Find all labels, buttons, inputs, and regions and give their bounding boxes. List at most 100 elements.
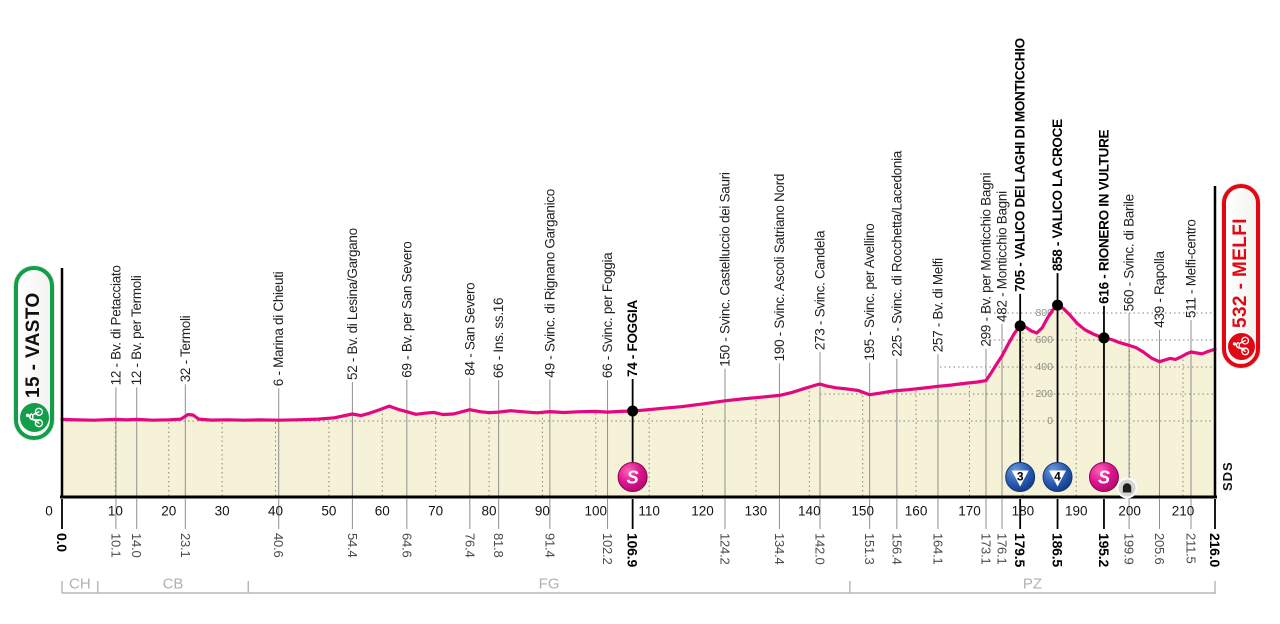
km-tick-label: 120 — [691, 504, 714, 519]
km-marker-label: 10.1 — [108, 533, 123, 558]
waypoint-label: 150 - Svinc. Castelluccio dei Sauri — [717, 172, 732, 367]
km-marker-label: 0.0 — [54, 533, 70, 552]
km-marker-label: 102.2 — [600, 533, 615, 565]
finish-badge-label: 532 - MELFI — [1230, 218, 1251, 328]
waypoint-dot — [1052, 299, 1064, 311]
km-marker-label: 64.6 — [399, 533, 414, 558]
waypoint-label: 6 - Marina di Chieuti — [271, 271, 286, 386]
waypoint-label: 616 - RIONERO IN VULTURE — [1096, 129, 1111, 303]
category-number: 3 — [1017, 470, 1024, 484]
km-tick-label: 190 — [1065, 504, 1088, 519]
km-tick-label: 30 — [215, 504, 230, 519]
waypoint-label: 190 - Svinc. Ascoli Satriano Nord — [772, 174, 787, 361]
km-tick-label: 140 — [798, 504, 821, 519]
profile-line — [60, 303, 1217, 422]
elevation-tick-label: 200 — [1035, 388, 1053, 400]
waypoint-label: 74 - FOGGIA — [625, 299, 640, 377]
category-3-climb-icon: 3 — [1005, 462, 1036, 492]
waypoint-label: 560 - Svinc. di Barile — [1122, 194, 1137, 311]
waypoint-dot — [1098, 332, 1110, 344]
km-tick-label: 90 — [535, 504, 550, 519]
km-marker-label: 195.2 — [1096, 533, 1112, 567]
km-tick-label: 180 — [1012, 504, 1035, 519]
km-marker-label: 164.1 — [930, 533, 945, 565]
waypoint-label: 858 - VALICO LA CROCE — [1050, 119, 1065, 271]
waypoint-label: 257 - Bv. di Melfi — [930, 258, 945, 352]
sprint-icon: S — [1088, 462, 1119, 492]
waypoint-label: 12 - Bv. per Termoli — [129, 275, 144, 385]
province-bracket: CH CB FG PZ — [61, 576, 1216, 594]
province-label: PZ — [1023, 576, 1042, 593]
waypoint-label: 705 - VALICO DEI LAGHI DI MONTICCHIO — [1013, 38, 1028, 292]
waypoint-dot — [627, 405, 639, 417]
km-marker-label: 216.0 — [1207, 533, 1223, 567]
km-tick-label: 210 — [1172, 504, 1195, 519]
category-number: 4 — [1054, 470, 1061, 484]
km-marker-label: 54.4 — [345, 533, 360, 558]
waypoint-label: 84 - San Severo — [462, 283, 477, 376]
elevation-area — [62, 305, 1215, 497]
waypoint-label: 66 - Ins. ss.16 — [491, 298, 506, 378]
km-tick-label: 150 — [851, 504, 874, 519]
km-marker-label: 76.4 — [462, 533, 477, 558]
km-tick-label: 0 — [45, 504, 53, 519]
km-tick-labels: 0 10 20 30 40 50 60 70 80 90 100 110 120 130 140 150 160… — [45, 504, 1194, 519]
sprint-icon: S — [617, 462, 648, 492]
waypoint-label: 52 - Bv. di Lesina/Gargano — [345, 228, 360, 380]
km-marker-labels: 0.0 10.1 14.0 23.1 40.6 54.4 64.6 76.4 81.8 91.4 1… — [54, 533, 1223, 567]
start-badge: 15 - VASTO — [14, 266, 54, 440]
km-tick-label: 170 — [958, 504, 981, 519]
km-tick-label: 70 — [428, 504, 443, 519]
km-tick-label: 130 — [745, 504, 768, 519]
sds-watermark: SDS — [1220, 461, 1235, 491]
km-marker-label: 81.8 — [491, 533, 506, 558]
km-marker-label: 23.1 — [178, 533, 193, 558]
start-badge-label: 15 - VASTO — [23, 292, 44, 398]
waypoint-label: 49 - Svinc. di Rignano Garganico — [542, 189, 557, 378]
cyclist-icon-glyph — [1232, 337, 1250, 356]
cyclist-icon-glyph — [25, 407, 43, 428]
waypoint-lines — [61, 273, 1216, 529]
waypoint-label: 69 - Bv. per San Severo — [399, 241, 414, 377]
km-marker-label: 205.6 — [1152, 533, 1167, 565]
tunnel-icon — [1116, 477, 1138, 499]
km-marker-label: 186.5 — [1050, 533, 1066, 567]
cyclist-icon — [19, 403, 49, 432]
km-marker-label: 14.0 — [129, 533, 144, 558]
waypoint-label: 225 - Svinc. di Rocchetta/Lacedonia — [889, 150, 904, 356]
km-tick-label: 60 — [375, 504, 390, 519]
km-tick-label: 40 — [268, 504, 283, 519]
elevation-tick-label: 0 — [1047, 415, 1053, 427]
km-tick-label: 100 — [585, 504, 608, 519]
km-marker-label: 211.5 — [1183, 533, 1198, 564]
km-marker-label: 134.4 — [772, 533, 787, 565]
cyclist-icon — [1227, 333, 1255, 360]
km-marker-label: 40.6 — [271, 533, 286, 558]
km-marker-label: 151.3 — [862, 533, 877, 565]
waypoint-label: 511 - Melfi-centro — [1183, 219, 1198, 318]
km-marker-label: 124.2 — [717, 533, 732, 565]
elevation-tick-label: 400 — [1035, 361, 1053, 373]
province-label: FG — [539, 576, 560, 593]
category-4-climb-icon: 4 — [1042, 462, 1073, 492]
km-marker-label: 106.9 — [625, 533, 641, 567]
waypoint-label: 195 - Svinc. per Avellino — [862, 224, 877, 361]
waypoint-label: 299 - Bv. per Monticchio Bagni — [979, 172, 994, 346]
waypoint-label: 32 - Termoli — [178, 315, 193, 382]
elevation-tick-label: 600 — [1035, 334, 1053, 346]
waypoint-label: 12 - Bv. di Petacciato — [108, 265, 123, 385]
waypoint-dot — [1014, 320, 1026, 332]
km-tick-label: 50 — [321, 504, 336, 519]
km-tick-label: 10 — [108, 504, 123, 519]
km-tick-gridlines — [114, 324, 1184, 496]
finish-badge: 532 - MELFI — [1222, 184, 1260, 368]
province-label: CH — [69, 576, 91, 593]
km-tick-label: 160 — [905, 504, 928, 519]
waypoint-label: 273 - Svinc. Candela — [812, 230, 827, 350]
km-marker-label: 142.0 — [812, 533, 827, 565]
waypoint-label: 439 - Rapolla — [1152, 251, 1167, 328]
sprint-icon-letter: S — [627, 468, 639, 488]
km-tick-label: 20 — [161, 504, 176, 519]
sprint-icon-letter: S — [1098, 468, 1110, 488]
